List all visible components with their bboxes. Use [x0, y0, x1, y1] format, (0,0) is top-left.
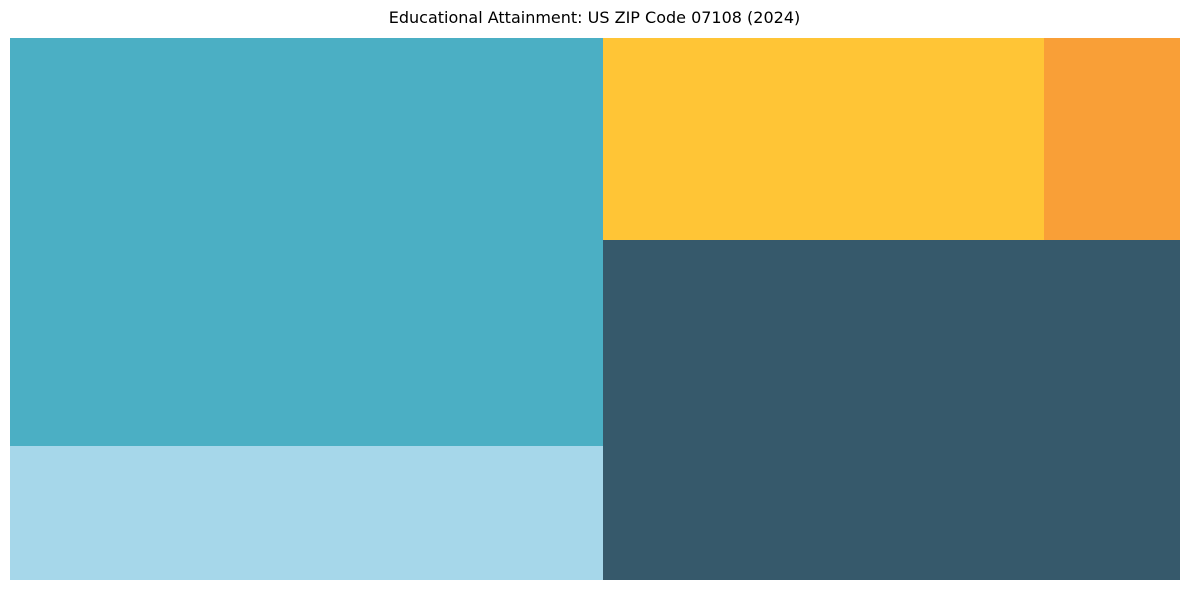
treemap-tile	[603, 240, 1180, 580]
treemap-plot-area	[10, 38, 1180, 580]
treemap-tile	[10, 446, 603, 580]
treemap-tile	[1044, 38, 1180, 240]
treemap-tile	[603, 38, 1044, 240]
treemap-tile	[10, 38, 603, 446]
chart-title: Educational Attainment: US ZIP Code 0710…	[388, 8, 801, 27]
